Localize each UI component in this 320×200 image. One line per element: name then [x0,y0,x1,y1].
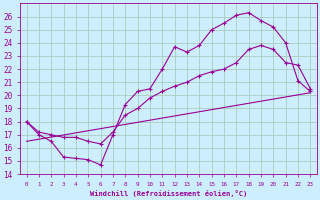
X-axis label: Windchill (Refroidissement éolien,°C): Windchill (Refroidissement éolien,°C) [90,190,247,197]
